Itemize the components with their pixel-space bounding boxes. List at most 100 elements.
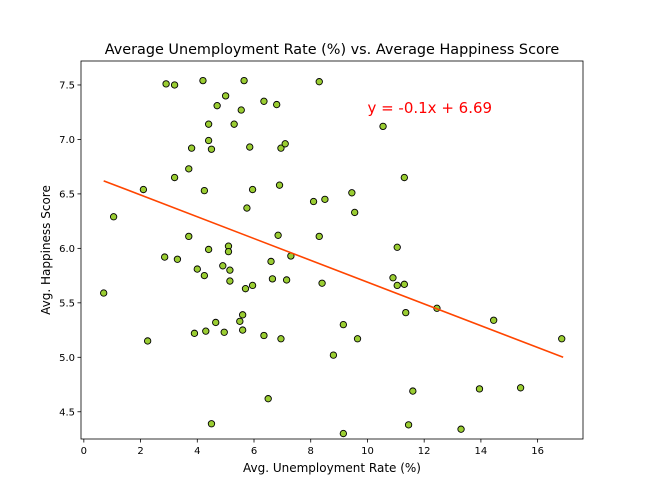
data-point [161,253,169,261]
data-point [339,429,347,438]
data-point [315,78,323,86]
data-point [273,100,281,109]
chart-title: Average Unemployment Rate (%) vs. Averag… [105,42,560,58]
y-axis: 4.5 5.0 5.5 6.0 6.5 7.0 7.5 [59,80,81,418]
x-axis: 0 2 4 6 8 10 12 14 16 [81,439,544,457]
data-point [393,243,401,251]
y-tick-label: 5.5 [59,298,75,309]
data-point [260,331,268,340]
data-point [187,144,196,152]
x-tick-label: 4 [194,446,200,457]
data-point [207,420,216,428]
data-point [281,140,289,148]
data-point [226,266,234,274]
data-point [193,265,201,273]
data-point [275,181,284,189]
data-point [219,262,227,270]
data-point [213,102,221,110]
plot-area [80,60,584,440]
x-tick-label: 16 [531,446,544,457]
x-tick-label: 0 [81,446,87,457]
data-point [240,76,248,85]
data-point [243,204,251,212]
data-point [321,195,329,203]
data-point [204,245,213,254]
data-point [241,285,250,293]
data-point [268,275,277,283]
data-point [239,311,247,319]
regression-line [103,180,564,359]
data-point [190,329,199,337]
x-tick-label: 14 [475,446,488,457]
data-point [226,277,234,285]
data-point [315,232,323,241]
y-tick-label: 6.5 [59,189,75,200]
data-point [309,197,318,206]
data-point [100,289,108,297]
plot-frame [80,60,584,440]
data-point [200,186,209,195]
data-point [260,97,268,105]
data-point [264,395,272,403]
data-point [200,271,209,280]
x-axis-label: Avg. Unemployment Rate (%) [243,461,421,475]
data-point [351,208,359,217]
data-point [185,232,193,241]
x-tick-label: 10 [361,446,374,457]
data-point [409,387,417,395]
data-point [475,385,484,393]
y-tick-label: 4.5 [59,407,75,418]
x-tick-label: 8 [308,446,314,457]
data-point [143,337,152,345]
data-points [100,76,566,438]
data-point [239,326,247,334]
data-point [236,317,244,326]
data-point [277,144,285,152]
data-point [246,143,254,151]
data-point [558,335,566,343]
data-point [516,384,525,392]
data-point [353,335,362,343]
regression-equation: y = -0.1x + 6.69 [367,99,492,117]
data-point [221,92,230,100]
data-point [277,335,285,343]
data-point [185,165,193,173]
y-tick-label: 7.0 [59,135,75,146]
data-point [329,351,338,359]
data-point [402,308,410,317]
data-point [400,280,408,288]
data-point [204,120,213,128]
data-point [389,274,397,282]
x-tick-label: 12 [418,446,431,457]
data-point [207,145,216,153]
data-point [204,136,213,145]
data-point [237,106,245,114]
data-point [173,255,182,263]
data-point [170,173,179,182]
data-point [274,231,282,239]
data-point [318,279,326,287]
data-point [348,189,356,197]
regression-line-group [103,180,564,359]
y-axis-label: Avg. Happiness Score [39,185,53,315]
data-point [224,247,233,256]
data-point [457,425,465,433]
data-point [379,122,387,131]
data-point [393,281,401,290]
data-point [162,80,170,88]
x-tick-label: 2 [137,446,143,457]
x-tick-label: 6 [251,446,257,457]
data-point [202,327,210,335]
y-tick-label: 7.5 [59,80,75,91]
y-tick-label: 6.0 [59,244,75,255]
data-point [199,76,207,85]
data-point [490,316,498,324]
data-point [339,320,347,329]
data-point [230,120,238,128]
data-point [267,257,275,266]
data-point [404,421,413,429]
data-point [282,276,291,284]
data-point [212,318,220,327]
y-tick-label: 5.0 [59,353,75,364]
